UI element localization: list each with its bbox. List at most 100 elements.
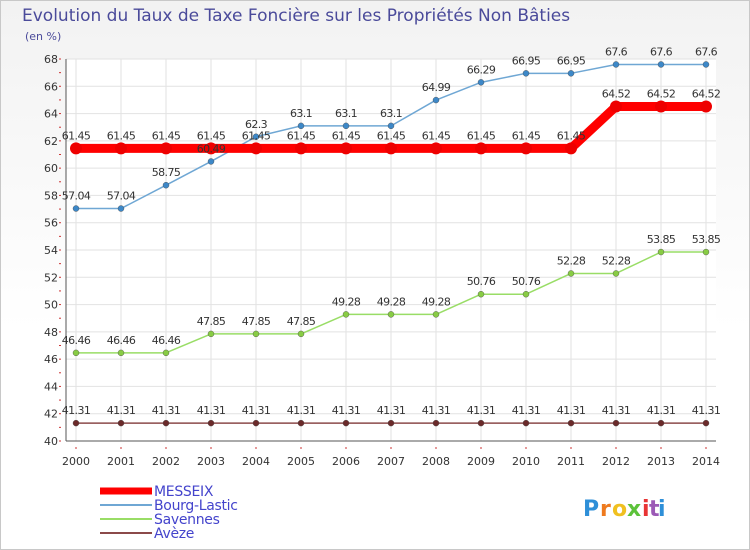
data-label: 67.6 <box>605 45 628 58</box>
data-label: 61.45 <box>377 129 406 142</box>
data-point <box>387 419 395 427</box>
data-label: 49.28 <box>377 295 406 308</box>
data-point <box>477 419 485 427</box>
data-point <box>342 419 350 427</box>
data-point <box>72 205 80 212</box>
data-label: 41.31 <box>332 404 361 417</box>
data-label: 61.45 <box>467 129 496 142</box>
data-point <box>252 330 260 338</box>
y-tick-label: 58 <box>44 189 58 202</box>
data-point <box>567 270 575 277</box>
data-point <box>297 330 305 338</box>
data-point <box>205 142 217 155</box>
data-label: 61.45 <box>332 129 361 142</box>
data-point <box>432 96 440 104</box>
data-point <box>295 142 307 155</box>
data-point <box>520 142 532 155</box>
legend-label: Avèze <box>154 526 194 542</box>
data-point <box>432 419 440 427</box>
data-point <box>162 181 170 189</box>
axes: 40 42 44 46 48 50 52 54 56 58 60 62 64 66 68 2000 2001 20… <box>44 53 720 468</box>
data-label: 47.85 <box>287 315 316 328</box>
logo-letter: i <box>658 497 666 522</box>
data-label: 60.49 <box>197 142 226 155</box>
y-tick-label: 54 <box>44 244 58 257</box>
data-label: 63.1 <box>335 107 357 120</box>
data-point <box>70 142 82 155</box>
x-tick-label: 2007 <box>377 455 405 468</box>
data-label: 66.95 <box>557 54 586 67</box>
data-label: 61.45 <box>242 129 271 142</box>
data-label: 63.1 <box>380 107 402 120</box>
data-point <box>162 419 170 427</box>
data-point <box>252 419 260 427</box>
data-point <box>297 122 305 130</box>
data-label: 61.45 <box>557 129 586 142</box>
data-point <box>117 205 125 212</box>
data-label: 41.31 <box>242 404 271 417</box>
data-point <box>342 311 350 318</box>
data-label: 50.76 <box>467 275 496 288</box>
data-point <box>612 270 620 277</box>
data-point <box>430 142 442 155</box>
data-label: 47.85 <box>242 315 271 328</box>
x-tick-label: 2011 <box>557 455 585 468</box>
y-tick-label: 68 <box>44 53 58 66</box>
data-label: 61.45 <box>197 129 226 142</box>
x-tick-label: 2003 <box>197 455 225 468</box>
x-tick-label: 2004 <box>242 455 270 468</box>
data-label: 41.31 <box>62 404 91 417</box>
data-label: 57.04 <box>62 190 91 203</box>
x-tick-label: 2001 <box>107 455 135 468</box>
data-label: 61.45 <box>107 129 136 142</box>
y-tick-label: 50 <box>44 299 58 312</box>
x-tick-label: 2014 <box>692 455 720 468</box>
y-tick-label: 56 <box>44 217 58 230</box>
data-label: 53.85 <box>692 233 721 246</box>
y-tick-label: 40 <box>44 435 58 448</box>
data-point <box>522 291 530 298</box>
data-label: 61.45 <box>422 129 451 142</box>
x-tick-label: 2000 <box>62 455 90 468</box>
data-label: 41.31 <box>422 404 451 417</box>
data-label: 66.95 <box>512 54 541 67</box>
y-tick-label: 62 <box>44 135 58 148</box>
data-point <box>475 142 487 155</box>
data-label: 41.31 <box>512 404 541 417</box>
data-label: 62.3 <box>245 118 268 131</box>
data-point <box>117 419 125 427</box>
data-point <box>657 419 665 427</box>
data-point <box>702 61 710 68</box>
data-label: 67.6 <box>650 45 673 58</box>
data-label: 61.45 <box>287 129 316 142</box>
data-label: 41.31 <box>647 404 676 417</box>
data-label: 41.31 <box>377 404 406 417</box>
data-point <box>477 291 485 298</box>
data-label: 46.46 <box>107 334 136 347</box>
data-label: 41.31 <box>287 404 316 417</box>
data-point <box>702 248 710 256</box>
data-label: 61.45 <box>512 129 541 142</box>
x-tick-label: 2010 <box>512 455 540 468</box>
data-point <box>655 100 667 113</box>
data-label: 64.52 <box>692 87 721 100</box>
data-label: 67.6 <box>695 45 718 58</box>
x-tick-label: 2012 <box>602 455 630 468</box>
y-tick-label: 42 <box>44 408 58 421</box>
data-label: 47.85 <box>197 315 226 328</box>
data-point <box>115 142 127 155</box>
y-tick-label: 44 <box>44 380 58 393</box>
data-point <box>250 142 262 155</box>
data-point <box>477 79 485 86</box>
data-label: 41.31 <box>152 404 181 417</box>
x-tick-label: 2009 <box>467 455 495 468</box>
data-point <box>702 419 710 427</box>
data-label: 49.28 <box>422 295 451 308</box>
x-tick-label: 2013 <box>647 455 675 468</box>
y-tick-label: 48 <box>44 326 58 339</box>
x-tick-label: 2006 <box>332 455 360 468</box>
data-point <box>207 330 215 338</box>
